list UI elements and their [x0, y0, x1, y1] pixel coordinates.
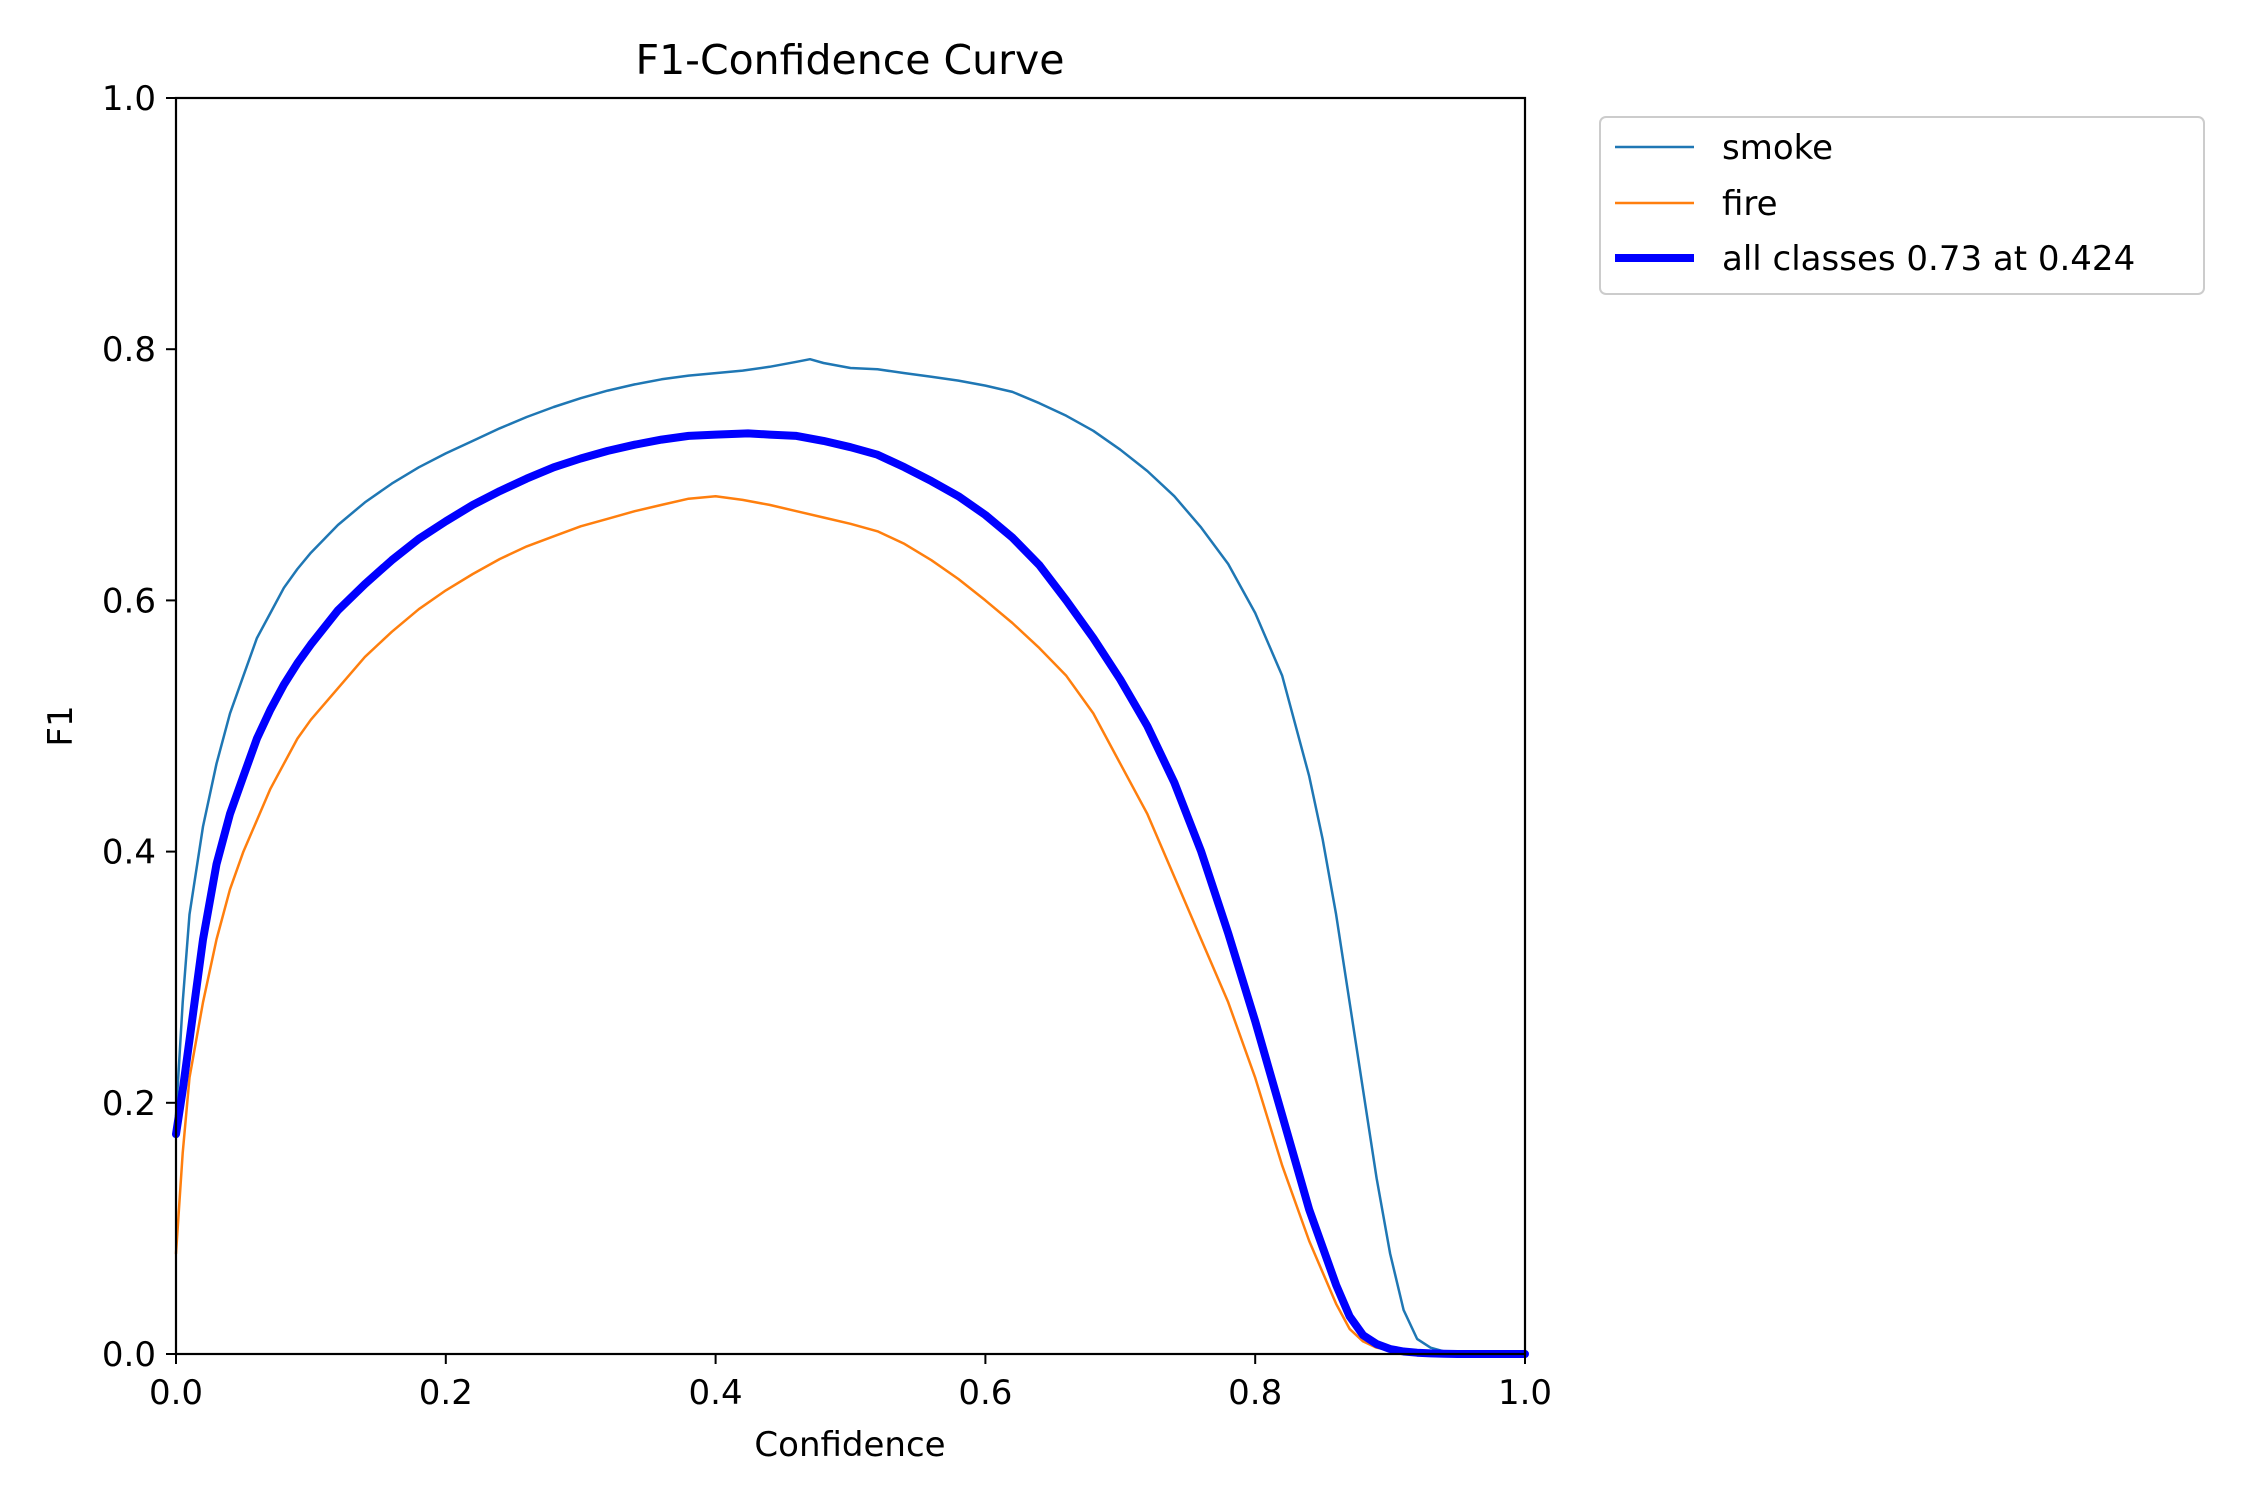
y-tick-label: 0.6: [102, 581, 156, 621]
legend-label-all-classes: all classes 0.73 at 0.424: [1722, 239, 2135, 279]
y-tick-label: 0.0: [102, 1335, 156, 1375]
x-tick-label: 0.0: [149, 1373, 203, 1413]
x-tick-label: 0.2: [419, 1373, 473, 1413]
x-tick-label: 0.6: [958, 1373, 1012, 1413]
y-tick-label: 0.2: [102, 1084, 156, 1124]
y-tick-label: 0.8: [102, 330, 156, 370]
x-tick-label: 1.0: [1498, 1373, 1552, 1413]
x-axis-ticks: 0.0 0.2 0.4 0.6 0.8 1.0: [149, 1354, 1552, 1413]
series-line-smoke: [174, 357, 1527, 1356]
x-tick-label: 0.8: [1228, 1373, 1282, 1413]
axes-frame: [174, 96, 1527, 1356]
y-axis-label: F1: [41, 705, 81, 746]
legend: smoke fire all classes 0.73 at 0.424: [1599, 116, 2205, 295]
plot-area: [172, 96, 1529, 1358]
y-tick-label: 0.4: [102, 833, 156, 873]
legend-label-fire: fire: [1722, 184, 1778, 224]
y-axis-ticks: 0.0 0.2 0.4 0.6 0.8 1.0: [102, 79, 176, 1375]
x-tick-label: 0.4: [689, 1373, 743, 1413]
legend-frame: [1599, 116, 2205, 295]
series-layer: [172, 357, 1529, 1358]
legend-label-smoke: smoke: [1722, 128, 1833, 168]
series-line-fire: [174, 494, 1527, 1356]
x-axis-label: Confidence: [754, 1425, 945, 1465]
chart-title: F1-Confidence Curve: [636, 36, 1065, 84]
series-line-all-classes: [172, 429, 1529, 1358]
y-tick-label: 1.0: [102, 79, 156, 119]
